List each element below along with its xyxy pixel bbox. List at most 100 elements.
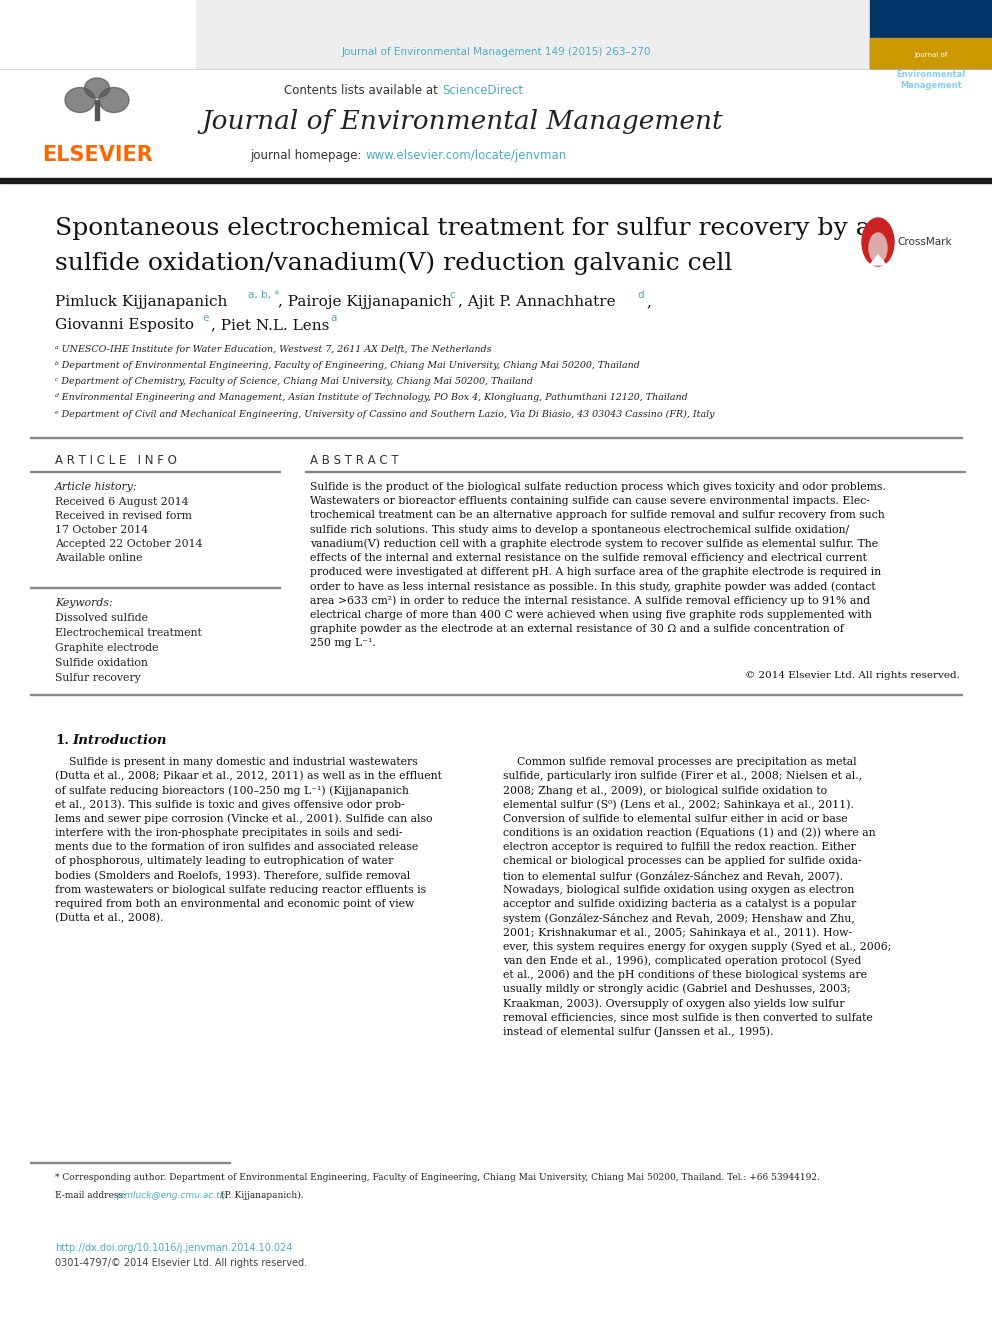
- Ellipse shape: [99, 87, 129, 112]
- Text: Journal of: Journal of: [915, 52, 947, 58]
- Text: Sulfide is the product of the biological sulfate reduction process which gives t: Sulfide is the product of the biological…: [310, 482, 886, 492]
- Text: A R T I C L E   I N F O: A R T I C L E I N F O: [55, 454, 177, 467]
- Bar: [0, 179, 992, 183]
- Text: Kraakman, 2003). Oversupply of oxygen also yields low sulfur: Kraakman, 2003). Oversupply of oxygen al…: [503, 998, 844, 1008]
- Text: sulfide, particularly iron sulfide (Firer et al., 2008; Nielsen et al.,: sulfide, particularly iron sulfide (Fire…: [503, 771, 862, 782]
- Text: Keywords:: Keywords:: [55, 598, 113, 609]
- Text: Environmental
Management: Environmental Management: [897, 70, 965, 90]
- Text: E-mail address:: E-mail address:: [55, 1191, 129, 1200]
- Text: order to have as less internal resistance as possible. In this study, graphite p: order to have as less internal resistanc…: [310, 581, 876, 591]
- Text: usually mildly or strongly acidic (Gabriel and Deshusses, 2003;: usually mildly or strongly acidic (Gabri…: [503, 984, 851, 995]
- Text: Electrochemical treatment: Electrochemical treatment: [55, 628, 201, 638]
- Text: trochemical treatment can be an alternative approach for sulfide removal and sul: trochemical treatment can be an alternat…: [310, 511, 885, 520]
- Text: elemental sulfur (S⁰) (Lens et al., 2002; Sahinkaya et al., 2011).: elemental sulfur (S⁰) (Lens et al., 2002…: [503, 799, 854, 810]
- Text: et al., 2013). This sulfide is toxic and gives offensive odor prob-: et al., 2013). This sulfide is toxic and…: [55, 799, 405, 810]
- Text: Conversion of sulfide to elemental sulfur either in acid or base: Conversion of sulfide to elemental sulfu…: [503, 814, 847, 824]
- Text: 0301-4797/© 2014 Elsevier Ltd. All rights reserved.: 0301-4797/© 2014 Elsevier Ltd. All right…: [55, 1258, 308, 1267]
- Text: required from both an environmental and economic point of view: required from both an environmental and …: [55, 900, 415, 909]
- Text: CrossMark: CrossMark: [897, 237, 951, 247]
- Text: ᶜ Department of Chemistry, Faculty of Science, Chiang Mai University, Chiang Mai: ᶜ Department of Chemistry, Faculty of Sc…: [55, 377, 533, 386]
- Text: 17 October 2014: 17 October 2014: [55, 525, 148, 534]
- Text: journal homepage:: journal homepage:: [250, 148, 365, 161]
- Text: lems and sewer pipe corrosion (Vincke et al., 2001). Sulfide can also: lems and sewer pipe corrosion (Vincke et…: [55, 814, 433, 824]
- Text: http://dx.doi.org/10.1016/j.jenvman.2014.10.024: http://dx.doi.org/10.1016/j.jenvman.2014…: [55, 1244, 293, 1253]
- Text: Sulfide oxidation: Sulfide oxidation: [55, 658, 148, 668]
- Text: sulfide rich solutions. This study aims to develop a spontaneous electrochemical: sulfide rich solutions. This study aims …: [310, 525, 849, 534]
- Text: , Ajit P. Annachhatre: , Ajit P. Annachhatre: [458, 295, 616, 310]
- Text: 2008; Zhang et al., 2009), or biological sulfide oxidation to: 2008; Zhang et al., 2009), or biological…: [503, 785, 827, 795]
- Ellipse shape: [84, 78, 109, 98]
- Text: instead of elemental sulfur (Janssen et al., 1995).: instead of elemental sulfur (Janssen et …: [503, 1027, 774, 1037]
- Bar: [195, 0, 870, 67]
- Text: 1.: 1.: [55, 733, 69, 746]
- Text: of sulfate reducing bioreactors (100–250 mg L⁻¹) (Kijjanapanich: of sulfate reducing bioreactors (100–250…: [55, 785, 409, 795]
- Text: ᵈ Environmental Engineering and Management, Asian Institute of Technology, PO Bo: ᵈ Environmental Engineering and Manageme…: [55, 393, 687, 402]
- Text: Available online: Available online: [55, 553, 143, 564]
- Text: electron acceptor is required to fulfill the redox reaction. Either: electron acceptor is required to fulfill…: [503, 843, 856, 852]
- Text: Journal of Environmental Management: Journal of Environmental Management: [201, 110, 723, 135]
- Text: ScienceDirect: ScienceDirect: [442, 83, 523, 97]
- Text: pimluck@eng.cmu.ac.th: pimluck@eng.cmu.ac.th: [116, 1191, 225, 1200]
- Text: Dissolved sulfide: Dissolved sulfide: [55, 613, 148, 623]
- Text: e: e: [202, 314, 208, 323]
- Text: * Corresponding author. Department of Environmental Engineering, Faculty of Engi: * Corresponding author. Department of En…: [55, 1174, 819, 1183]
- Text: ,: ,: [646, 295, 651, 310]
- Polygon shape: [870, 255, 886, 265]
- Text: sulfide oxidation/vanadium(V) reduction galvanic cell: sulfide oxidation/vanadium(V) reduction …: [55, 251, 732, 275]
- Text: © 2014 Elsevier Ltd. All rights reserved.: © 2014 Elsevier Ltd. All rights reserved…: [745, 671, 960, 680]
- Text: , Pairoje Kijjanapanich: , Pairoje Kijjanapanich: [278, 295, 452, 310]
- Text: from wastewaters or biological sulfate reducing reactor effluents is: from wastewaters or biological sulfate r…: [55, 885, 427, 894]
- Text: Wastewaters or bioreactor effluents containing sulfide can cause severe environm: Wastewaters or bioreactor effluents cont…: [310, 496, 870, 507]
- Text: Giovanni Esposito: Giovanni Esposito: [55, 318, 194, 332]
- Text: graphite powder as the electrode at an external resistance of 30 Ω and a sulfide: graphite powder as the electrode at an e…: [310, 624, 844, 634]
- Text: a, b, *: a, b, *: [248, 290, 280, 300]
- Text: ᵉ Department of Civil and Mechanical Engineering, University of Cassino and Sout: ᵉ Department of Civil and Mechanical Eng…: [55, 409, 714, 418]
- Text: Contents lists available at: Contents lists available at: [285, 83, 442, 97]
- Text: ᵇ Department of Environmental Engineering, Faculty of Engineering, Chiang Mai Un: ᵇ Department of Environmental Engineerin…: [55, 361, 640, 370]
- Text: www.elsevier.com/locate/jenvman: www.elsevier.com/locate/jenvman: [365, 148, 566, 161]
- Text: Received 6 August 2014: Received 6 August 2014: [55, 497, 188, 507]
- Text: d: d: [637, 290, 644, 300]
- Text: effects of the internal and external resistance on the sulfide removal efficienc: effects of the internal and external res…: [310, 553, 867, 564]
- Bar: [0, 65, 992, 67]
- Text: c: c: [449, 290, 454, 300]
- Text: Pimluck Kijjanapanich: Pimluck Kijjanapanich: [55, 295, 227, 310]
- Ellipse shape: [65, 87, 95, 112]
- Text: system (González-Sánchez and Revah, 2009; Henshaw and Zhu,: system (González-Sánchez and Revah, 2009…: [503, 913, 855, 923]
- Text: Sulfide is present in many domestic and industrial wastewaters: Sulfide is present in many domestic and …: [55, 757, 418, 767]
- Text: removal efficiencies, since most sulfide is then converted to sulfate: removal efficiencies, since most sulfide…: [503, 1012, 873, 1023]
- Text: area >633 cm²) in order to reduce the internal resistance. A sulfide removal eff: area >633 cm²) in order to reduce the in…: [310, 595, 870, 606]
- Text: Spontaneous electrochemical treatment for sulfur recovery by a: Spontaneous electrochemical treatment fo…: [55, 217, 871, 239]
- Text: interfere with the iron-phosphate precipitates in soils and sedi-: interfere with the iron-phosphate precip…: [55, 828, 403, 837]
- Text: Common sulfide removal processes are precipitation as metal: Common sulfide removal processes are pre…: [503, 757, 857, 767]
- Text: (P. Kijjanapanich).: (P. Kijjanapanich).: [218, 1191, 304, 1200]
- Text: (Dutta et al., 2008; Pikaar et al., 2012, 2011) as well as in the effluent: (Dutta et al., 2008; Pikaar et al., 2012…: [55, 771, 441, 782]
- Text: conditions is an oxidation reaction (Equations (1) and (2)) where an: conditions is an oxidation reaction (Equ…: [503, 828, 876, 839]
- Text: tion to elemental sulfur (González-Sánchez and Revah, 2007).: tion to elemental sulfur (González-Sánch…: [503, 871, 843, 881]
- Text: ever, this system requires energy for oxygen supply (Syed et al., 2006;: ever, this system requires energy for ox…: [503, 942, 892, 951]
- Text: Graphite electrode: Graphite electrode: [55, 643, 159, 654]
- Bar: [0, 0, 195, 67]
- Bar: [870, 38, 992, 67]
- Text: A B S T R A C T: A B S T R A C T: [310, 454, 399, 467]
- Text: chemical or biological processes can be applied for sulfide oxida-: chemical or biological processes can be …: [503, 856, 862, 867]
- Text: Accepted 22 October 2014: Accepted 22 October 2014: [55, 538, 202, 549]
- Text: et al., 2006) and the pH conditions of these biological systems are: et al., 2006) and the pH conditions of t…: [503, 970, 867, 980]
- Bar: [870, 0, 992, 67]
- Text: electrical charge of more than 400 C were achieved when using five graphite rods: electrical charge of more than 400 C wer…: [310, 610, 872, 619]
- Text: acceptor and sulfide oxidizing bacteria as a catalyst is a popular: acceptor and sulfide oxidizing bacteria …: [503, 900, 856, 909]
- Text: vanadium(V) reduction cell with a graphite electrode system to recover sulfide a: vanadium(V) reduction cell with a graphi…: [310, 538, 878, 549]
- Text: ᵃ UNESCO-IHE Institute for Water Education, Westvest 7, 2611 AX Delft, The Nethe: ᵃ UNESCO-IHE Institute for Water Educati…: [55, 345, 491, 355]
- Text: ELSEVIER: ELSEVIER: [42, 146, 153, 165]
- Text: bodies (Smolders and Roelofs, 1993). Therefore, sulfide removal: bodies (Smolders and Roelofs, 1993). The…: [55, 871, 411, 881]
- Text: Article history:: Article history:: [55, 482, 138, 492]
- Ellipse shape: [862, 218, 894, 266]
- Text: Nowadays, biological sulfide oxidation using oxygen as electron: Nowadays, biological sulfide oxidation u…: [503, 885, 854, 894]
- Text: van den Ende et al., 1996), complicated operation protocol (Syed: van den Ende et al., 1996), complicated …: [503, 955, 861, 966]
- Text: 2001; Krishnakumar et al., 2005; Sahinkaya et al., 2011). How-: 2001; Krishnakumar et al., 2005; Sahinka…: [503, 927, 852, 938]
- Text: 250 mg L⁻¹.: 250 mg L⁻¹.: [310, 638, 376, 648]
- Text: produced were investigated at different pH. A high surface area of the graphite : produced were investigated at different …: [310, 568, 881, 577]
- Text: Introduction: Introduction: [72, 733, 167, 746]
- Text: of phosphorous, ultimately leading to eutrophication of water: of phosphorous, ultimately leading to eu…: [55, 856, 394, 867]
- Text: Received in revised form: Received in revised form: [55, 511, 191, 521]
